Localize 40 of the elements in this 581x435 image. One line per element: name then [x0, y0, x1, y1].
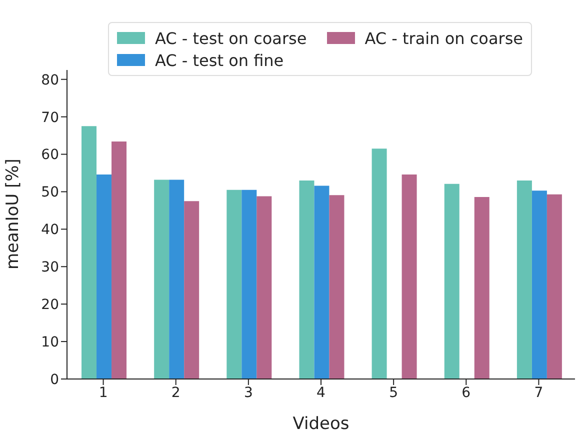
bar — [546, 194, 562, 379]
legend-label: AC - train on coarse — [364, 28, 524, 48]
bar — [299, 180, 314, 379]
y-tick-label: 10 — [41, 334, 59, 351]
x-tick-label: 2 — [171, 384, 180, 401]
y-tick-label: 20 — [41, 297, 59, 314]
y-tick-label: 70 — [41, 110, 59, 126]
bar — [184, 201, 200, 379]
bar — [96, 174, 112, 379]
bar — [532, 190, 547, 379]
legend-label: AC - test on fine — [154, 50, 284, 70]
bar — [154, 180, 170, 379]
bar — [314, 186, 330, 379]
bar — [402, 174, 417, 379]
x-tick-label: 5 — [389, 384, 398, 401]
bar — [242, 190, 257, 379]
x-tick-label: 6 — [462, 384, 471, 401]
x-tick-label: 3 — [244, 384, 253, 401]
bar — [444, 184, 460, 379]
bar — [82, 126, 97, 379]
x-axis-title: Videos — [292, 414, 350, 434]
bar — [372, 148, 387, 379]
bar — [474, 196, 490, 379]
y-tick-label: 80 — [41, 72, 59, 88]
bar — [516, 180, 532, 379]
y-tick-label: 30 — [41, 260, 59, 276]
y-tick-label: 60 — [41, 147, 59, 164]
bar — [112, 142, 127, 379]
y-tick-label: 40 — [41, 222, 59, 238]
bar — [169, 180, 184, 379]
x-tick-label: 1 — [98, 384, 108, 401]
x-tick-label: 4 — [316, 384, 326, 401]
bar — [226, 190, 242, 379]
y-tick-label: 0 — [50, 372, 59, 388]
legend-label: AC - test on coarse — [154, 28, 307, 48]
y-axis-title: meanIoU [%] — [3, 158, 24, 270]
bar — [329, 195, 344, 379]
y-tick-label: 50 — [41, 184, 59, 201]
x-tick-label: 7 — [534, 384, 544, 401]
bar — [256, 196, 272, 379]
